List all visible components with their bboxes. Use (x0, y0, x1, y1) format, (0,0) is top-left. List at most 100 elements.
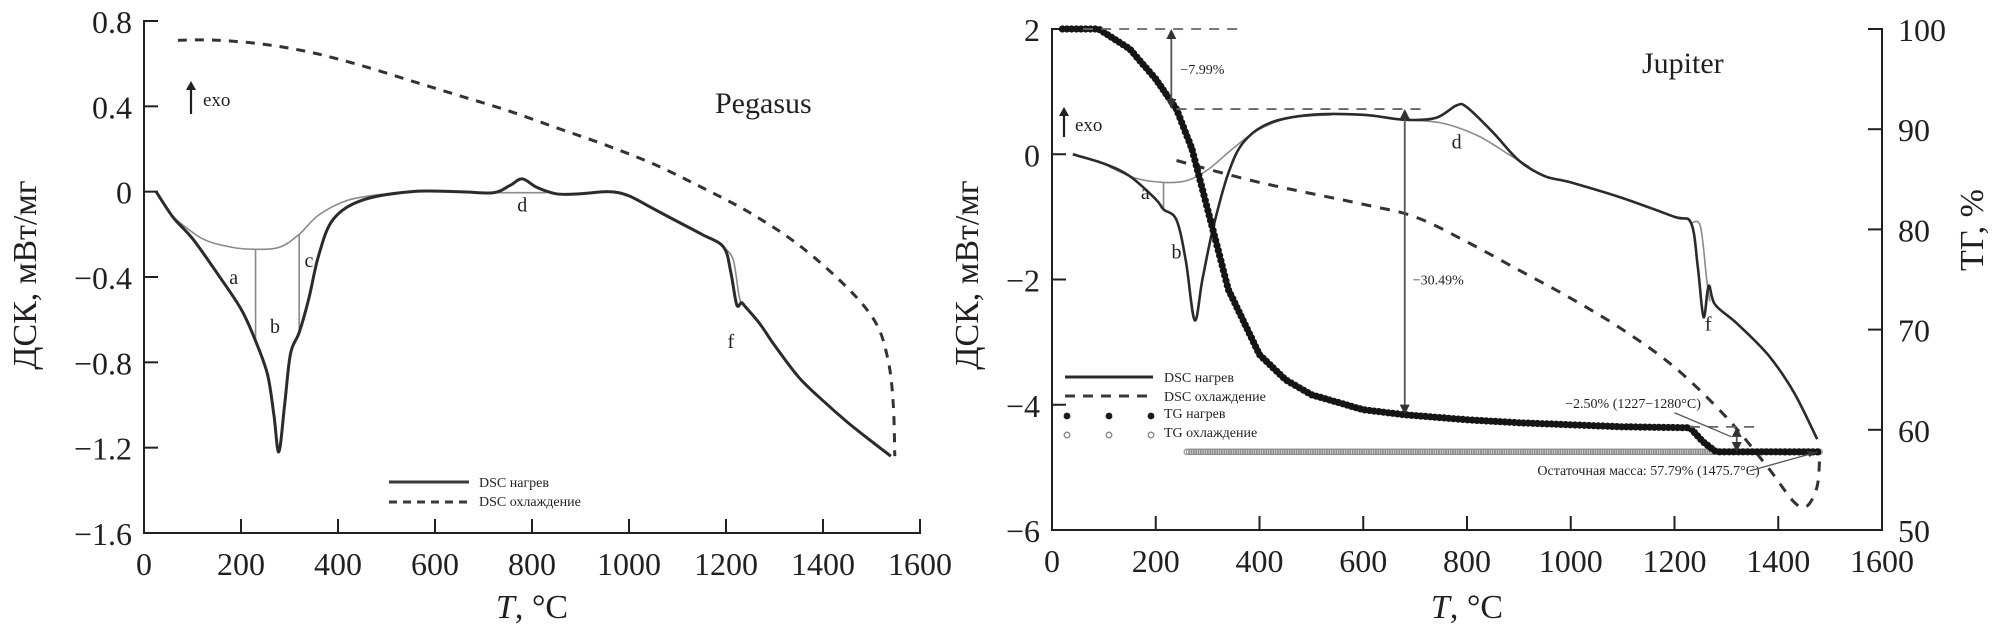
tg-cooling-point (1433, 448, 1441, 456)
tg-cooling-point (1547, 448, 1555, 456)
tg-cooling-point (1486, 448, 1494, 456)
tg-cooling-point (1493, 448, 1501, 456)
tg-cooling-point (1631, 448, 1639, 456)
tg-cooling-point (1489, 448, 1497, 456)
x-tick-label: 1200 (1643, 543, 1707, 579)
peak-label: f (728, 331, 735, 353)
baseline-line (172, 190, 411, 251)
tg-cooling-point (1559, 448, 1567, 456)
tg-cooling-point (1585, 448, 1592, 456)
peak-label: c (304, 250, 313, 272)
y-tick-label-right: 60 (1898, 413, 1930, 449)
tg-cooling-point (1255, 448, 1263, 456)
tg-cooling-point (1309, 448, 1317, 456)
tg-cooling-point (1641, 448, 1648, 456)
tg-cooling-point (1274, 448, 1282, 456)
tg-cooling-point (1557, 448, 1564, 456)
annotations: −7.99% −30.49% −2.50% (1227−1280°C) Остаточ… (1083, 28, 1818, 479)
peak-label: b (270, 316, 280, 338)
legend-label-tg-cooling: TG охлаждение (1164, 426, 1257, 441)
tg-cooling-point (1451, 448, 1459, 456)
tg-cooling-point (1281, 448, 1289, 456)
tg-cooling-point (1384, 448, 1391, 456)
tg-cooling-point (1664, 448, 1672, 456)
series-group: a b c d f (154, 38, 897, 458)
y-tick-label: −0.8 (74, 345, 132, 381)
tg-cooling-point (1209, 448, 1216, 456)
tg-cooling-point (1592, 448, 1599, 456)
peak-label: d (1452, 132, 1462, 154)
tg-cooling-point (1374, 448, 1382, 456)
x-axis-title: T, °C (1431, 589, 1503, 626)
tg-cooling-point (1311, 448, 1319, 456)
tg-cooling-point (1279, 448, 1286, 456)
tg-cooling-point (1276, 448, 1284, 456)
tg-cooling-point (1468, 448, 1476, 456)
tg-cooling-point (1185, 448, 1193, 456)
tg-cooling-point (1573, 448, 1581, 456)
x-axis-title-unit: , °C (1450, 589, 1503, 626)
arrowhead-icon (1806, 450, 1818, 457)
tg-cooling-point (1510, 448, 1518, 456)
dsc-heating-line (1072, 102, 1819, 440)
tg-cooling-point (1683, 448, 1690, 456)
exo-label: exo (1075, 115, 1102, 136)
tg-cooling-point (1183, 448, 1191, 456)
x-tick-label: 1000 (1539, 543, 1603, 579)
tg-cooling-point (1409, 448, 1417, 456)
tg-cooling-point (1290, 448, 1298, 456)
tg-cooling-point (1694, 448, 1702, 456)
legend-swatch-tg-heating (1105, 412, 1113, 420)
tg-cooling-point (1234, 448, 1242, 456)
x-tick-label: 400 (1236, 543, 1284, 579)
tg-cooling-point (1624, 448, 1632, 456)
tg-cooling-point (1484, 448, 1492, 456)
y-tick-label: −1.6 (74, 516, 132, 552)
tg-cooling-point (1237, 448, 1244, 456)
tg-cooling-point (1517, 448, 1525, 456)
tg-cooling-point (1272, 448, 1279, 456)
y-tick-label: 2 (1024, 12, 1040, 48)
tg-cooling-point (1650, 448, 1658, 456)
tg-cooling-point (1578, 448, 1585, 456)
mass-loss-label: −2.50% (1227−1280°C) (1565, 397, 1701, 412)
tg-cooling-point (1645, 448, 1653, 456)
tg-cooling-point (1213, 448, 1221, 456)
x-tick-label: 1200 (694, 546, 758, 582)
x-tick-label: 800 (508, 546, 556, 582)
tg-cooling-point (1435, 448, 1443, 456)
arrowhead-down-icon (1399, 404, 1410, 415)
tg-cooling-point (1454, 448, 1462, 456)
tg-cooling-point (1370, 448, 1377, 456)
exo-label: exo (203, 90, 230, 111)
tg-cooling-point (1599, 448, 1606, 456)
x-axis-title-var: T (496, 589, 517, 626)
tg-cooling-point (1545, 448, 1553, 456)
tg-cooling-point (1253, 448, 1261, 456)
tg-cooling-point (1202, 448, 1209, 456)
x-tick-label: 600 (411, 546, 459, 582)
tg-cooling-point (1442, 448, 1450, 456)
baseline-line (1404, 119, 1530, 168)
tg-cooling-point (1690, 448, 1697, 456)
tg-cooling-point (1395, 448, 1403, 456)
tg-cooling-point (1470, 448, 1478, 456)
tg-cooling-point (1692, 448, 1700, 456)
tg-cooling-point (1652, 448, 1660, 456)
tg-cooling-point (1262, 448, 1270, 456)
tg-cooling-point (1393, 448, 1401, 456)
x-tick-label: 1000 (597, 546, 661, 582)
peak-label: b (1172, 241, 1182, 263)
tg-cooling-point (1428, 448, 1436, 456)
legend-label-dsc-cooling: DSC охлаждение (1164, 390, 1266, 405)
x-axis-title: T, °C (496, 589, 568, 626)
tg-cooling-point (1260, 448, 1268, 456)
tg-cooling-point (1575, 448, 1583, 456)
tg-cooling-point (1232, 448, 1240, 456)
tg-cooling-point (1304, 448, 1312, 456)
tg-cooling-point (1241, 448, 1249, 456)
y-axis-title: ДСК, мВт/мг (949, 180, 986, 370)
x-tick-label: 600 (1339, 543, 1387, 579)
tg-cooling-point (1386, 448, 1394, 456)
tg-cooling-point (1543, 448, 1550, 456)
